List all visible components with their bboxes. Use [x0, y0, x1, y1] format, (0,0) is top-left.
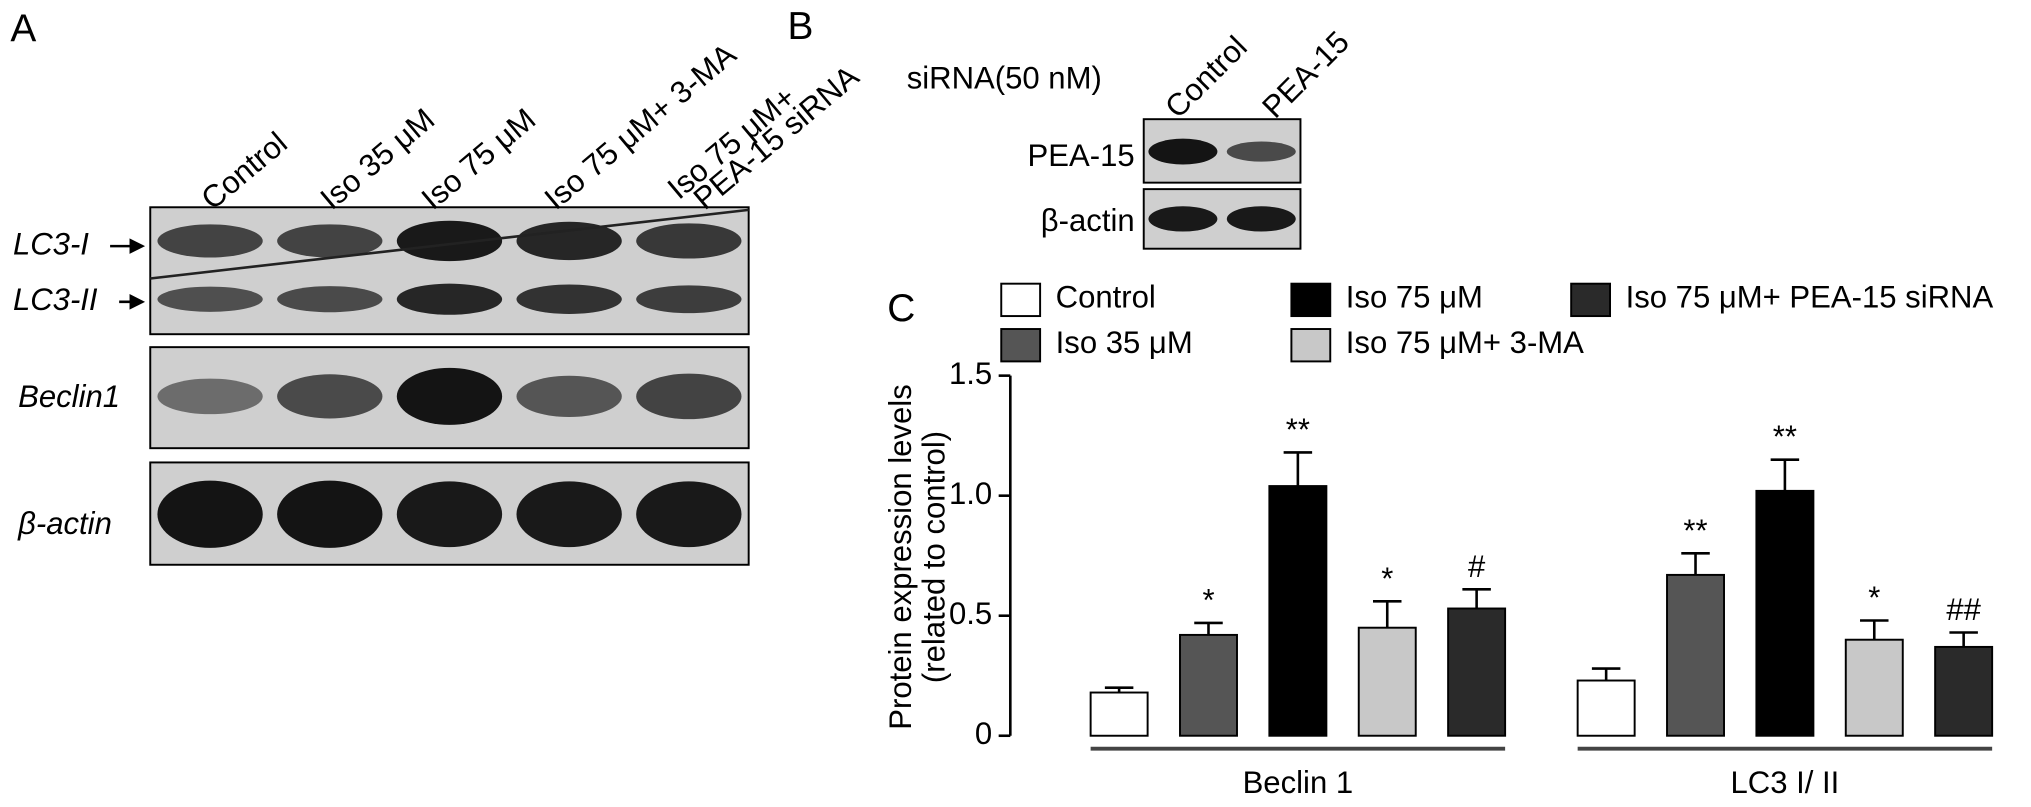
lane-label: PEA-15	[1255, 24, 1355, 124]
blot-band	[157, 224, 263, 258]
blot-band	[1226, 206, 1296, 232]
blot-band	[157, 480, 263, 548]
y-tick-label: 1.0	[949, 476, 992, 511]
row-label: β-actin	[17, 506, 112, 541]
lane-label: Iso 75 μM	[415, 101, 543, 216]
bar	[1268, 485, 1328, 737]
blot-band	[516, 375, 622, 418]
legend-label: Iso 35 μM	[1056, 325, 1193, 360]
legend-swatch	[1000, 282, 1042, 318]
bar	[1447, 607, 1507, 737]
significance-label: #	[1468, 549, 1486, 584]
blot-band	[277, 480, 383, 548]
legend-label: Control	[1056, 279, 1156, 314]
bar	[1844, 638, 1904, 737]
panel-label: A	[10, 7, 36, 50]
y-axis-label: Protein expression levels	[883, 384, 918, 729]
panel-label: B	[788, 5, 814, 48]
legend-swatch	[1570, 282, 1612, 318]
arrow-head	[129, 294, 146, 310]
blot-band	[1148, 206, 1218, 232]
blot-band	[396, 220, 503, 262]
row-label: PEA-15	[1028, 138, 1135, 173]
row-label: β-actin	[1041, 203, 1135, 238]
condition-label: siRNA(50 nM)	[907, 61, 1102, 96]
blot-band	[636, 481, 742, 548]
bar	[1357, 626, 1417, 737]
bar	[1934, 645, 1994, 737]
bar	[1755, 489, 1815, 737]
significance-label: ##	[1946, 592, 1981, 627]
blot-scratch	[150, 208, 749, 280]
blot-band	[636, 223, 742, 259]
blot-band	[277, 374, 383, 419]
row-label: LC3-II	[13, 282, 98, 317]
significance-label: *	[1202, 582, 1214, 617]
blot-band	[277, 286, 383, 313]
legend-label: Iso 75 μM+ PEA-15 siRNA	[1626, 279, 1994, 314]
significance-label: *	[1381, 561, 1393, 596]
legend-swatch	[1290, 328, 1332, 363]
significance-label: **	[1286, 412, 1310, 447]
bar	[1089, 691, 1149, 737]
significance-label: **	[1773, 419, 1797, 454]
blot-band	[157, 286, 263, 312]
blot-band	[1226, 141, 1296, 162]
x-tick-label: LC3 I/ II	[1730, 765, 1839, 800]
y-tick-label: 0	[975, 716, 992, 751]
bar	[1576, 679, 1636, 737]
arrow-head	[129, 238, 146, 254]
blot-band	[396, 481, 503, 548]
blot-band	[516, 221, 622, 261]
significance-label: **	[1683, 513, 1707, 548]
blot-band	[157, 378, 263, 415]
row-label: LC3-I	[13, 226, 89, 261]
legend-label: Iso 75 μM	[1346, 279, 1483, 314]
legend-swatch	[1000, 328, 1042, 363]
blot-band	[636, 373, 742, 420]
row-label: Beclin1	[18, 379, 120, 414]
significance-label: *	[1868, 580, 1880, 615]
y-axis-label: (related to control)	[917, 431, 952, 683]
lane-label: Control	[1158, 29, 1254, 125]
lane-label: Control	[195, 125, 294, 216]
legend-label: Iso 75 μM+ 3-MA	[1346, 325, 1584, 360]
blot-band	[277, 224, 383, 258]
bar	[1179, 633, 1238, 737]
blot-band	[516, 284, 622, 314]
bar	[1666, 573, 1725, 737]
blot-band	[516, 481, 622, 548]
blot-band	[396, 367, 503, 425]
blot-band	[396, 283, 503, 315]
x-tick-label: Beclin 1	[1243, 765, 1354, 800]
legend-swatch	[1290, 282, 1332, 318]
y-tick-label: 1.5	[949, 356, 992, 391]
blot-band	[1148, 138, 1218, 165]
blot-band	[636, 285, 742, 314]
panel-label: C	[887, 287, 915, 330]
y-tick-label: 0.5	[949, 596, 992, 631]
